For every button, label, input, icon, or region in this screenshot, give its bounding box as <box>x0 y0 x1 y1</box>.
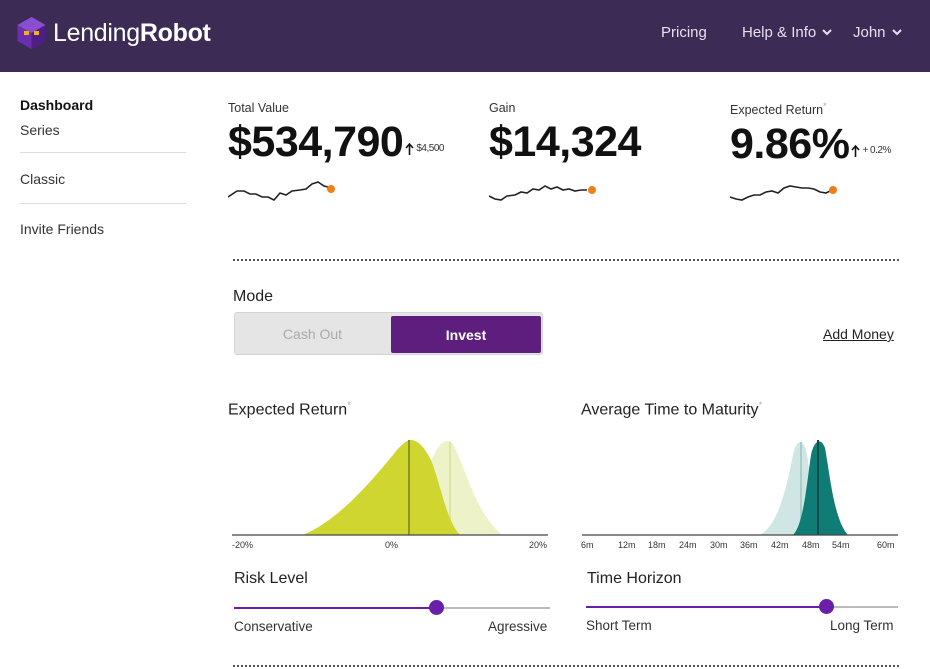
mode-label: Mode <box>233 288 274 305</box>
invest-button[interactable]: Invest <box>391 316 541 353</box>
tick-label: 48m <box>802 540 820 550</box>
add-money-link[interactable]: Add Money <box>823 326 894 342</box>
stat-value: $534,790 $4,500 <box>228 118 444 166</box>
arrow-up-icon <box>851 145 861 158</box>
risk-level-fill <box>234 607 437 609</box>
tick-label: 24m <box>679 540 697 550</box>
total-value-sparkline <box>228 181 335 201</box>
time-horizon-thumb[interactable] <box>818 599 834 614</box>
stat-value: 9.86% + 0.2% <box>730 120 891 169</box>
expected-return-sparkline <box>730 185 837 201</box>
cash-out-button[interactable]: Cash Out <box>282 325 343 342</box>
risk-max-label: Agressive <box>488 619 548 634</box>
expected-return-chart-title: Expected Return* <box>228 400 351 419</box>
chevron-down-icon <box>822 29 832 36</box>
tick-label: 36m <box>740 540 758 550</box>
stat-value: $14,324 <box>489 118 641 166</box>
stat-label: Total Value <box>228 101 289 115</box>
tick-label: 6m <box>581 540 594 550</box>
tick-label: 30m <box>710 540 728 550</box>
arrow-up-icon <box>405 143 414 155</box>
sidebar-divider <box>20 152 186 153</box>
tick-label: 42m <box>771 540 789 550</box>
current-return-curve <box>303 440 460 535</box>
risk-level-title: Risk Level <box>234 570 308 587</box>
stat-expected-return: Expected Return* 9.86% + 0.2% <box>730 101 891 166</box>
sidebar-item-classic[interactable]: Classic <box>20 171 66 187</box>
time-horizon-title: Time Horizon <box>587 570 682 587</box>
sidebar-item-invite-friends[interactable]: Invite Friends <box>20 221 105 237</box>
risk-level-thumb[interactable] <box>428 600 444 615</box>
horizon-max-label: Long Term <box>830 618 894 633</box>
expected-return-axis-ticks: -20% 0% 20% <box>228 540 553 554</box>
nav-help-info[interactable]: Help & Info <box>742 24 832 41</box>
stat-label: Gain <box>489 101 516 115</box>
stat-change: + 0.2% <box>851 145 891 158</box>
maturity-chart-title: Average Time to Maturity* <box>581 400 763 419</box>
section-divider <box>233 259 899 261</box>
tick-label: 18m <box>648 540 666 550</box>
risk-level-slider[interactable] <box>234 600 550 615</box>
stat-label: Expected Return* <box>730 101 827 118</box>
time-horizon-slider[interactable] <box>586 599 898 614</box>
risk-min-label: Conservative <box>234 619 313 634</box>
chevron-down-icon <box>891 29 902 36</box>
sidebar-item-dashboard[interactable]: Dashboard <box>20 97 94 113</box>
stat-gain: Gain $14,324 <box>489 101 641 164</box>
gain-sparkline <box>489 185 596 201</box>
stat-total-value: Total Value $534,790 $4,500 <box>228 101 444 164</box>
horizon-min-label: Short Term <box>586 618 652 633</box>
current-maturity-curve <box>793 441 848 535</box>
sidebar-item-series[interactable]: Series <box>20 122 60 138</box>
maturity-distribution-chart <box>582 440 898 536</box>
nav-user-menu[interactable]: John <box>853 24 902 41</box>
mode-toggle: Cash Out Invest <box>234 312 543 355</box>
stat-change: $4,500 <box>405 143 444 155</box>
tick-label: 60m <box>877 540 895 550</box>
section-divider <box>233 665 899 667</box>
maturity-axis-ticks: 6m 12m 18m 24m 30m 36m 42m 48m 54m 60m <box>578 540 903 554</box>
logo-text: LendingRobot <box>53 18 211 47</box>
tick-label: -20% <box>232 540 254 550</box>
top-bar: LendingRobot Pricing Help & Info John <box>0 0 930 72</box>
sidebar-divider <box>20 203 186 204</box>
time-horizon-fill <box>586 606 827 608</box>
tick-label: 54m <box>832 540 850 550</box>
tick-label: 12m <box>618 540 636 550</box>
logo[interactable]: LendingRobot <box>16 16 211 50</box>
nav-pricing[interactable]: Pricing <box>661 24 707 41</box>
tick-label: 0% <box>385 540 399 550</box>
robot-cube-icon <box>17 17 46 49</box>
expected-return-distribution-chart <box>232 440 548 536</box>
tick-label: 20% <box>529 540 548 550</box>
